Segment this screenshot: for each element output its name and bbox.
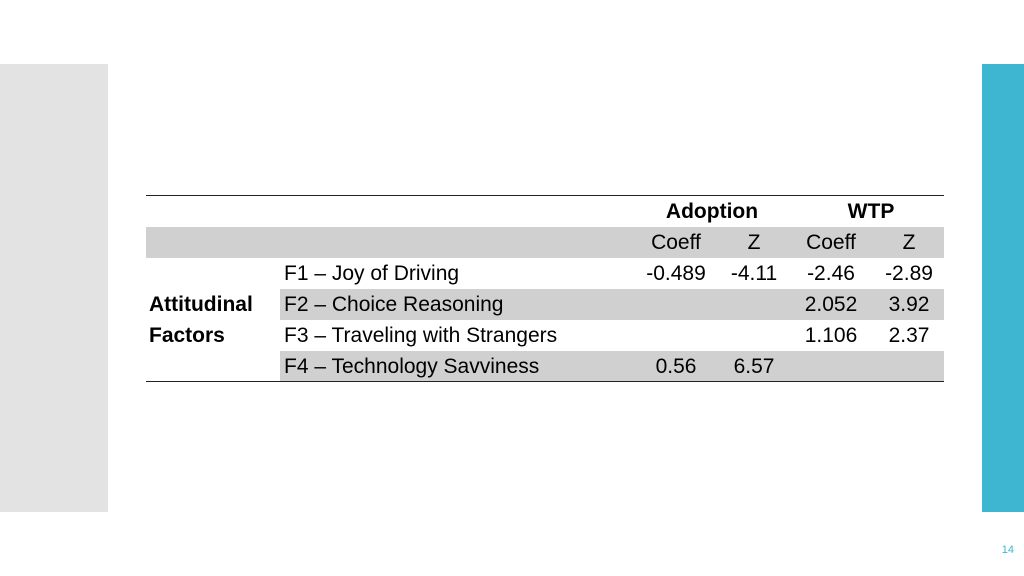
- row-label: F2 – Choice Reasoning: [284, 293, 504, 316]
- right-accent-bar: [982, 64, 1024, 512]
- table-row: F2 – Choice Reasoning 2.052 3.92: [146, 289, 944, 320]
- adoption-coeff: -0.489: [646, 262, 706, 285]
- subheader-adoption-z: Z: [747, 231, 761, 254]
- adoption-z: [714, 320, 794, 351]
- group-label-line2: Factors: [149, 324, 225, 347]
- wtp-coeff: [791, 351, 871, 382]
- group-label-line1: Attitudinal: [149, 293, 253, 316]
- row-label: F3 – Traveling with Strangers: [284, 324, 558, 347]
- table-subheader-row: Coeff Z Coeff Z: [146, 227, 944, 258]
- table-row: F3 – Traveling with Strangers 1.106 2.37: [146, 320, 944, 351]
- wtp-z: 2.37: [888, 324, 930, 347]
- subheader-wtp-coeff: Coeff: [806, 231, 856, 254]
- row-label: F4 – Technology Savviness: [284, 355, 540, 378]
- wtp-coeff: -2.46: [807, 262, 855, 285]
- adoption-coeff: [626, 289, 726, 320]
- subheader-adoption-coeff: Coeff: [651, 231, 701, 254]
- row-label: F1 – Joy of Driving: [284, 262, 460, 285]
- header-wtp: WTP: [847, 200, 895, 223]
- subheader-shade: [146, 227, 944, 258]
- header-adoption: Adoption: [665, 200, 759, 223]
- wtp-z: -2.89: [885, 262, 933, 285]
- left-side-panel: [0, 64, 108, 512]
- table-top-rule: [146, 195, 944, 196]
- adoption-z: 6.57: [733, 355, 775, 378]
- wtp-z: 3.92: [888, 293, 930, 316]
- table-row: F1 – Joy of Driving -0.489 -4.11 -2.46 -…: [146, 258, 944, 289]
- adoption-coeff: [626, 320, 726, 351]
- row-shade: [280, 289, 944, 320]
- wtp-coeff: 1.106: [804, 324, 858, 347]
- wtp-z: [874, 351, 944, 382]
- page-number: 14: [1001, 544, 1014, 556]
- row-shade: [280, 351, 944, 382]
- wtp-coeff: 2.052: [804, 293, 858, 316]
- adoption-z: [714, 289, 794, 320]
- subheader-wtp-z: Z: [902, 231, 916, 254]
- adoption-z: -4.11: [730, 262, 778, 285]
- table-row: F4 – Technology Savviness 0.56 6.57: [146, 351, 944, 382]
- adoption-coeff: 0.56: [655, 355, 697, 378]
- table-bottom-rule: [146, 381, 944, 382]
- table-header-row: Adoption WTP: [146, 196, 944, 227]
